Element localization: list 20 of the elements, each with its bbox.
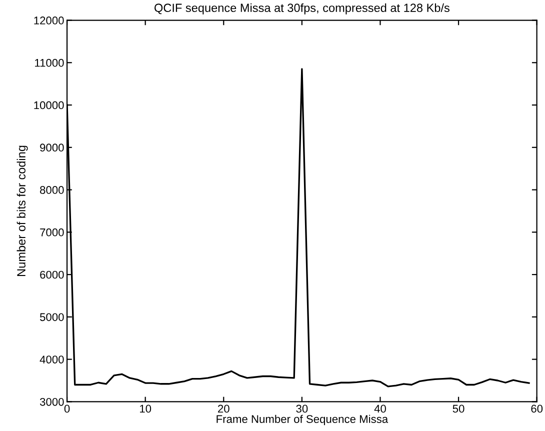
y-tick-label: 12000: [34, 16, 64, 24]
x-tick-label: 0: [64, 404, 70, 413]
x-tick-label: 20: [218, 404, 230, 413]
x-tick-label: 60: [531, 404, 543, 413]
x-tick-label: 50: [452, 404, 464, 413]
y-tick-label: 8000: [40, 186, 64, 194]
y-tick-label: 10000: [34, 101, 64, 110]
x-axis-title: Frame Number of Sequence Missa: [216, 414, 388, 426]
y-tick-label: 5000: [40, 313, 64, 322]
y-tick-label: 9000: [40, 144, 64, 152]
y-tick-label: 6000: [40, 270, 64, 279]
y-tick-label: 4000: [40, 356, 64, 364]
y-tick-label: 7000: [40, 228, 64, 236]
y-axis-title: Number of bits for coding: [16, 146, 28, 276]
y-tick-label: 3000: [40, 398, 64, 406]
chart-title: QCIF sequence Missa at 30fps, compressed at 128 Kb/s: [154, 3, 450, 14]
x-tick-label: 10: [140, 404, 152, 413]
x-tick-label: 30: [296, 404, 308, 413]
x-tick-label: 40: [374, 404, 386, 413]
y-tick-label: 11000: [35, 58, 64, 67]
